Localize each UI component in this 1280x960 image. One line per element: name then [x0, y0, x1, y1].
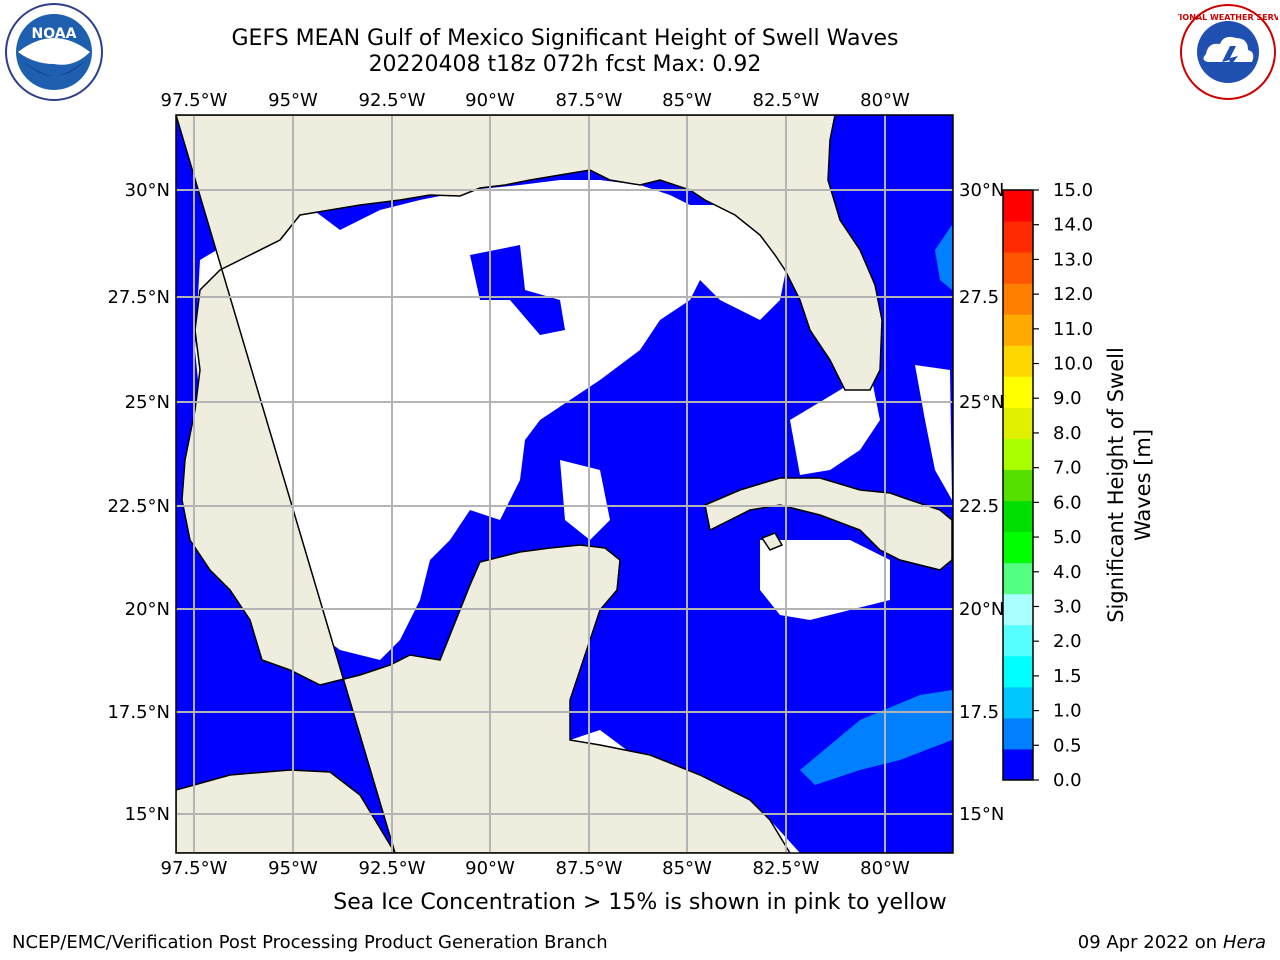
calm-region-gulf-notch — [470, 245, 565, 335]
swell-region-caribbean — [800, 690, 952, 785]
swell-region-bahamas — [935, 225, 952, 290]
lon-label: 87.5°W — [556, 90, 623, 111]
lat-label: 25°N — [959, 392, 1004, 413]
calm-region-atlantic — [915, 365, 952, 500]
lon-label: 95°W — [268, 858, 318, 879]
colorbar-swatch — [1003, 624, 1033, 657]
lon-label: 92.5°W — [359, 858, 426, 879]
colorbar-swatch — [1003, 655, 1033, 688]
colorbar-tick-label: 12.0 — [1053, 284, 1093, 305]
calm-region-florida-strait — [790, 370, 880, 475]
colorbar-label-line1: Significant Height of Swell — [1104, 347, 1128, 623]
colorbar-swatch — [1003, 500, 1033, 533]
colorbar-swatch — [1003, 686, 1033, 719]
lat-label: 27.5°N — [107, 287, 170, 308]
lat-label: 20°N — [959, 599, 1004, 620]
graticule — [176, 115, 953, 853]
colorbar-tick-label: 13.0 — [1053, 249, 1093, 270]
land-cuba — [704, 477, 953, 571]
lon-label: 82.5°W — [753, 90, 820, 111]
map-frame — [175, 114, 954, 854]
colorbar-tick-label: 10.0 — [1053, 354, 1093, 375]
lat-labels-left: 30°N 27.5°N 25°N 22.5°N 20°N 17.5°N 15°N — [107, 180, 170, 825]
footer-date-text: 09 Apr 2022 on — [1077, 932, 1218, 953]
lon-label: 95°W — [268, 90, 318, 111]
colorbar-tick-label: 14.0 — [1053, 215, 1093, 236]
lon-label: 92.5°W — [359, 90, 426, 111]
lon-labels-top: 97.5°W 95°W 92.5°W 90°W 87.5°W 85°W 82.5°W 80°W — [161, 90, 910, 111]
colorbar: 0.0 0.5 1.0 1.5 2.0 3.0 4.0 5.0 6.0 7.0 8.0 9.0 10.0… — [1002, 180, 1093, 791]
colorbar-tick-label: 3.0 — [1053, 596, 1082, 617]
colorbar-tick-label: 4.0 — [1053, 562, 1082, 583]
colorbar-tick-label: 1.0 — [1053, 701, 1082, 722]
lat-label: 15°N — [125, 804, 170, 825]
colorbar-swatch — [1003, 748, 1033, 781]
colorbar-tick-label: 0.0 — [1053, 770, 1082, 791]
footer-credit: NCEP/EMC/Verification Post Processing Pr… — [12, 932, 608, 953]
colorbar-swatch — [1003, 221, 1033, 253]
lon-label: 97.5°W — [161, 90, 228, 111]
colorbar-swatch — [1003, 407, 1033, 439]
colorbar-tick-label: 15.0 — [1053, 180, 1093, 201]
lat-label: 22.5 — [959, 496, 999, 517]
plot-title: GEFS MEAN Gulf of Mexico Significant Hei… — [231, 26, 899, 51]
colorbar-swatch — [1003, 593, 1033, 626]
lat-label: 22.5°N — [107, 496, 170, 517]
lon-label: 87.5°W — [556, 858, 623, 879]
lat-label: 27.5 — [959, 287, 999, 308]
colorbar-swatch — [1003, 562, 1033, 595]
colorbar-frame — [1002, 189, 1034, 781]
noaa-logo-text: NOAA — [32, 26, 77, 42]
colorbar-swatch — [1003, 469, 1033, 502]
lat-labels-right: 30°N 27.5 25°N 22.5 20°N 17.5 15°N — [959, 180, 1004, 825]
colorbar-swatch — [1003, 376, 1033, 408]
colorbar-swatch — [1003, 314, 1033, 346]
footer-date: 09 Apr 2022 on Hera — [1078, 932, 1266, 953]
colorbar-tick-label: 0.5 — [1053, 735, 1082, 756]
colorbar-tick-label: 7.0 — [1053, 458, 1082, 479]
lat-label: 17.5°N — [107, 702, 170, 723]
footer-machine: Hera — [1222, 932, 1266, 953]
colorbar-tick-label: 2.0 — [1053, 631, 1082, 652]
lon-label: 90°W — [465, 858, 515, 879]
colorbar-tick-label: 6.0 — [1053, 492, 1082, 513]
plot-subtitle: 20220408 t18z 072h fcst Max: 0.92 — [368, 52, 762, 77]
lat-label: 20°N — [125, 599, 170, 620]
calm-region-caribbean — [760, 540, 890, 620]
lon-label: 80°W — [860, 90, 910, 111]
lat-label: 17.5 — [959, 702, 999, 723]
lon-label: 82.5°W — [753, 858, 820, 879]
lon-label: 80°W — [860, 858, 910, 879]
colorbar-tick-label: 11.0 — [1053, 319, 1093, 340]
colorbar-tick-label: 5.0 — [1053, 527, 1082, 548]
lat-label: 30°N — [125, 180, 170, 201]
colorbar-tick-label: 8.0 — [1053, 423, 1082, 444]
land-jamaica — [760, 532, 784, 551]
nws-logo: NATIONAL WEATHER SERVICE — [1178, 4, 1278, 100]
colorbar-swatch — [1003, 438, 1033, 470]
nws-logo-text: NATIONAL WEATHER SERVICE — [1178, 13, 1278, 22]
lon-label: 85°W — [662, 90, 712, 111]
colorbar-tick-label: 9.0 — [1053, 388, 1082, 409]
colorbar-swatch — [1003, 531, 1033, 564]
colorbar-swatch — [1003, 717, 1033, 750]
sea-ice-note: Sea Ice Concentration > 15% is shown in … — [333, 890, 947, 915]
colorbar-swatch — [1003, 190, 1033, 222]
lon-label: 85°W — [662, 858, 712, 879]
colorbar-tick-label: 1.5 — [1053, 666, 1082, 687]
lat-label: 15°N — [959, 804, 1004, 825]
colorbar-swatch — [1003, 345, 1033, 377]
colorbar-label-line2: Waves [m] — [1131, 429, 1155, 541]
lon-label: 90°W — [465, 90, 515, 111]
calm-region-yucatan — [560, 460, 610, 540]
calm-region-gulf — [195, 180, 790, 660]
lon-label: 97.5°W — [161, 858, 228, 879]
colorbar-swatch — [1003, 283, 1033, 315]
noaa-logo: NOAA — [5, 3, 103, 101]
colorbar-swatch — [1003, 252, 1033, 284]
lat-label: 25°N — [125, 392, 170, 413]
lon-labels-bottom: 97.5°W 95°W 92.5°W 90°W 87.5°W 85°W 82.5°W 80°W — [161, 858, 910, 879]
lat-label: 30°N — [959, 180, 1004, 201]
